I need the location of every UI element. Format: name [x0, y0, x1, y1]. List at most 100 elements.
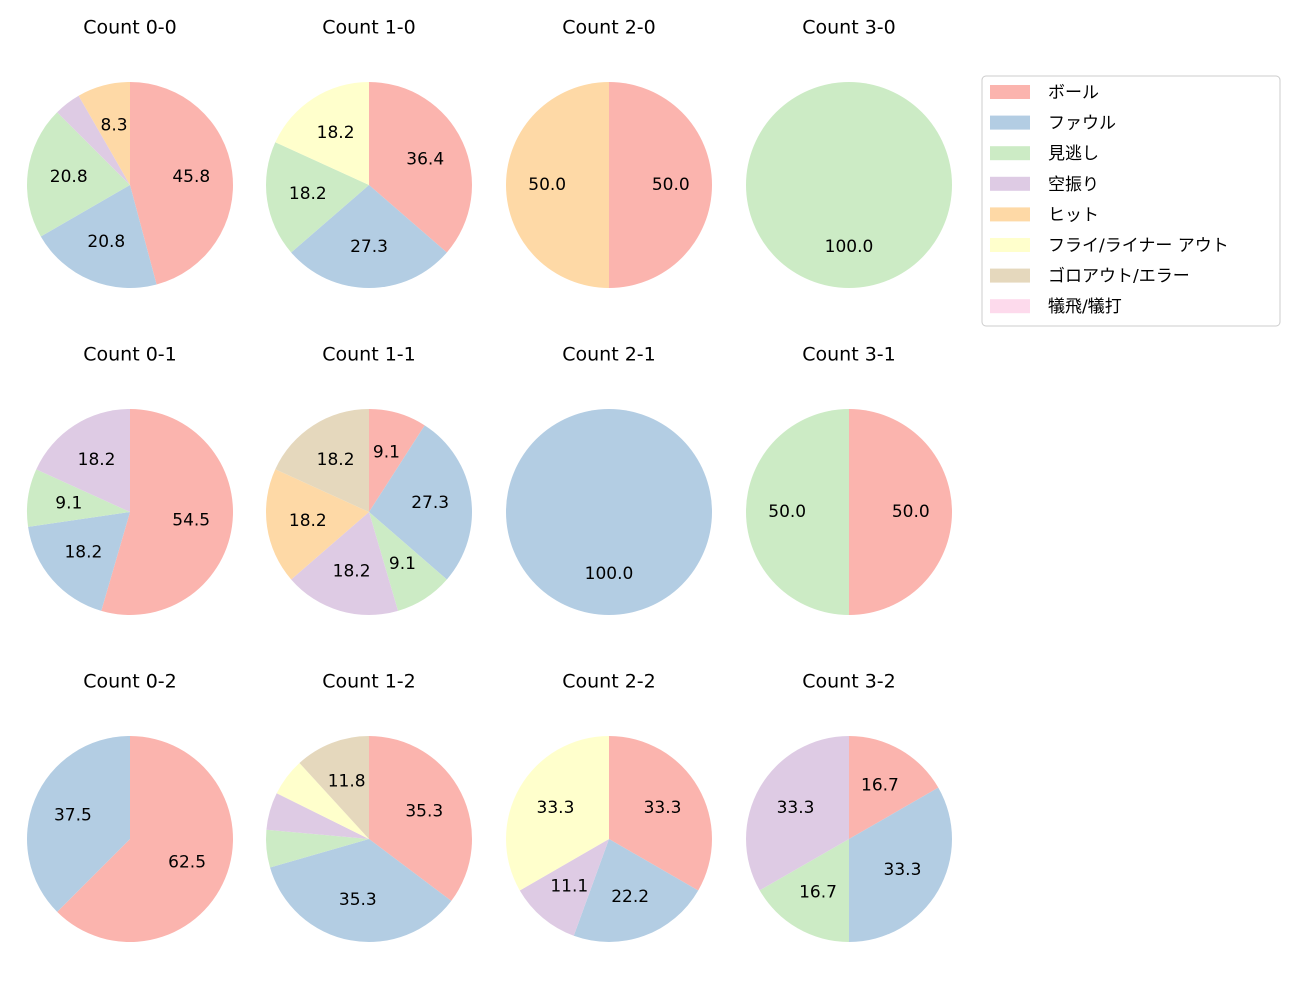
pie-slice: [746, 82, 952, 288]
chart-title: Count 3-1: [802, 344, 896, 366]
value-label: 33.3: [537, 798, 575, 818]
chart-title: Count 0-0: [83, 17, 177, 39]
pie-slice: [78, 82, 130, 185]
chart-title: Count 3-0: [802, 17, 896, 39]
chart-title: Count 1-2: [322, 671, 416, 693]
value-label: 33.3: [777, 798, 815, 818]
pie-slice: [27, 736, 131, 912]
legend-label: フライ/ライナー アウト: [1048, 236, 1229, 256]
value-label: 54.5: [172, 511, 210, 531]
legend-box: [981, 75, 1281, 327]
value-label: 16.7: [799, 882, 837, 902]
legend-swatch: [990, 115, 1030, 130]
value-label: 27.3: [411, 493, 449, 513]
pie-slice: [369, 512, 447, 611]
legend-label: ボール: [1048, 83, 1099, 103]
legend-swatch: [990, 238, 1030, 252]
pie-slice: [369, 425, 472, 580]
pie-slice: [746, 409, 849, 615]
pie-slice: [130, 82, 234, 285]
pie-slice: [28, 512, 130, 611]
value-label: 18.2: [289, 511, 327, 531]
pie-slice: [369, 409, 425, 512]
pie-slice: [291, 512, 399, 615]
pie-slice: [369, 82, 473, 253]
value-label: 50.0: [768, 502, 806, 522]
pie-slice: [26, 112, 130, 237]
pie-slice: [609, 736, 712, 891]
pie-slice: [849, 787, 952, 942]
pie-slice: [849, 409, 952, 615]
value-label: 9.1: [389, 554, 416, 574]
pie-slice: [275, 82, 369, 185]
chart-title: Count 1-1: [322, 344, 416, 366]
pie-slice: [299, 736, 369, 839]
chart-title: Count 0-1: [83, 344, 177, 366]
pie-slice: [57, 736, 234, 943]
value-label: 18.2: [333, 561, 371, 581]
pie-slice: [573, 839, 699, 942]
chart-title: Count 3-2: [802, 671, 896, 693]
value-label: 18.2: [78, 450, 116, 470]
legend-swatch: [990, 299, 1030, 314]
legend-label: ゴロアウト/エラー: [1048, 266, 1190, 287]
pie-slice: [265, 829, 369, 868]
value-label: 20.8: [50, 167, 88, 187]
pie-slice: [26, 469, 131, 527]
value-label: 37.5: [54, 805, 92, 825]
pie-slice: [266, 142, 369, 253]
value-label: 33.3: [884, 860, 922, 880]
legend-swatch: [990, 207, 1030, 222]
pie-slice: [849, 736, 939, 839]
pie-slice: [101, 409, 233, 616]
pie-slice: [275, 409, 369, 512]
legend-label: 犠飛/犠打: [1048, 297, 1122, 317]
value-label: 36.4: [406, 149, 444, 169]
legend-swatch: [990, 146, 1030, 161]
value-label: 50.0: [892, 502, 930, 522]
value-label: 11.1: [550, 876, 588, 896]
value-label: 8.3: [101, 115, 128, 135]
pie-slice: [36, 409, 130, 512]
chart-title: Count 0-2: [83, 671, 177, 693]
chart-title: Count 2-0: [562, 17, 656, 39]
value-label: 50.0: [652, 175, 690, 195]
value-label: 35.3: [405, 801, 443, 821]
pie-slice: [266, 469, 369, 580]
value-label: 100.0: [585, 564, 634, 584]
value-label: 9.1: [373, 443, 400, 463]
pie-slice: [57, 95, 130, 185]
pie-slice: [759, 839, 849, 943]
legend-swatch: [990, 176, 1030, 191]
value-label: 18.2: [64, 543, 102, 563]
pie-slice: [506, 409, 712, 615]
value-label: 33.3: [644, 798, 682, 818]
value-label: 18.2: [317, 123, 355, 143]
value-label: 100.0: [825, 237, 874, 257]
value-label: 20.8: [87, 232, 125, 252]
value-label: 11.8: [328, 771, 366, 791]
pie-slice: [291, 185, 447, 288]
pie-slice: [40, 185, 157, 289]
legend-label: ヒット: [1048, 205, 1099, 225]
legend-swatch: [990, 268, 1030, 283]
pie-slice: [746, 736, 849, 891]
value-label: 16.7: [861, 776, 899, 796]
legend-label: 見逃し: [1048, 144, 1099, 164]
pie-slice: [609, 82, 712, 288]
value-label: 9.1: [55, 493, 82, 513]
pie-slice: [506, 82, 609, 288]
legend-swatch: [990, 85, 1030, 99]
pie-slice: [369, 736, 472, 901]
value-label: 50.0: [528, 175, 566, 195]
value-label: 45.8: [172, 167, 210, 187]
pie-slice: [266, 793, 369, 839]
pie-slice: [276, 762, 369, 839]
pie-slice: [519, 839, 609, 936]
pie-slice: [506, 736, 609, 891]
value-label: 62.5: [168, 853, 206, 873]
value-label: 22.2: [611, 887, 649, 907]
value-label: 35.3: [339, 890, 377, 910]
